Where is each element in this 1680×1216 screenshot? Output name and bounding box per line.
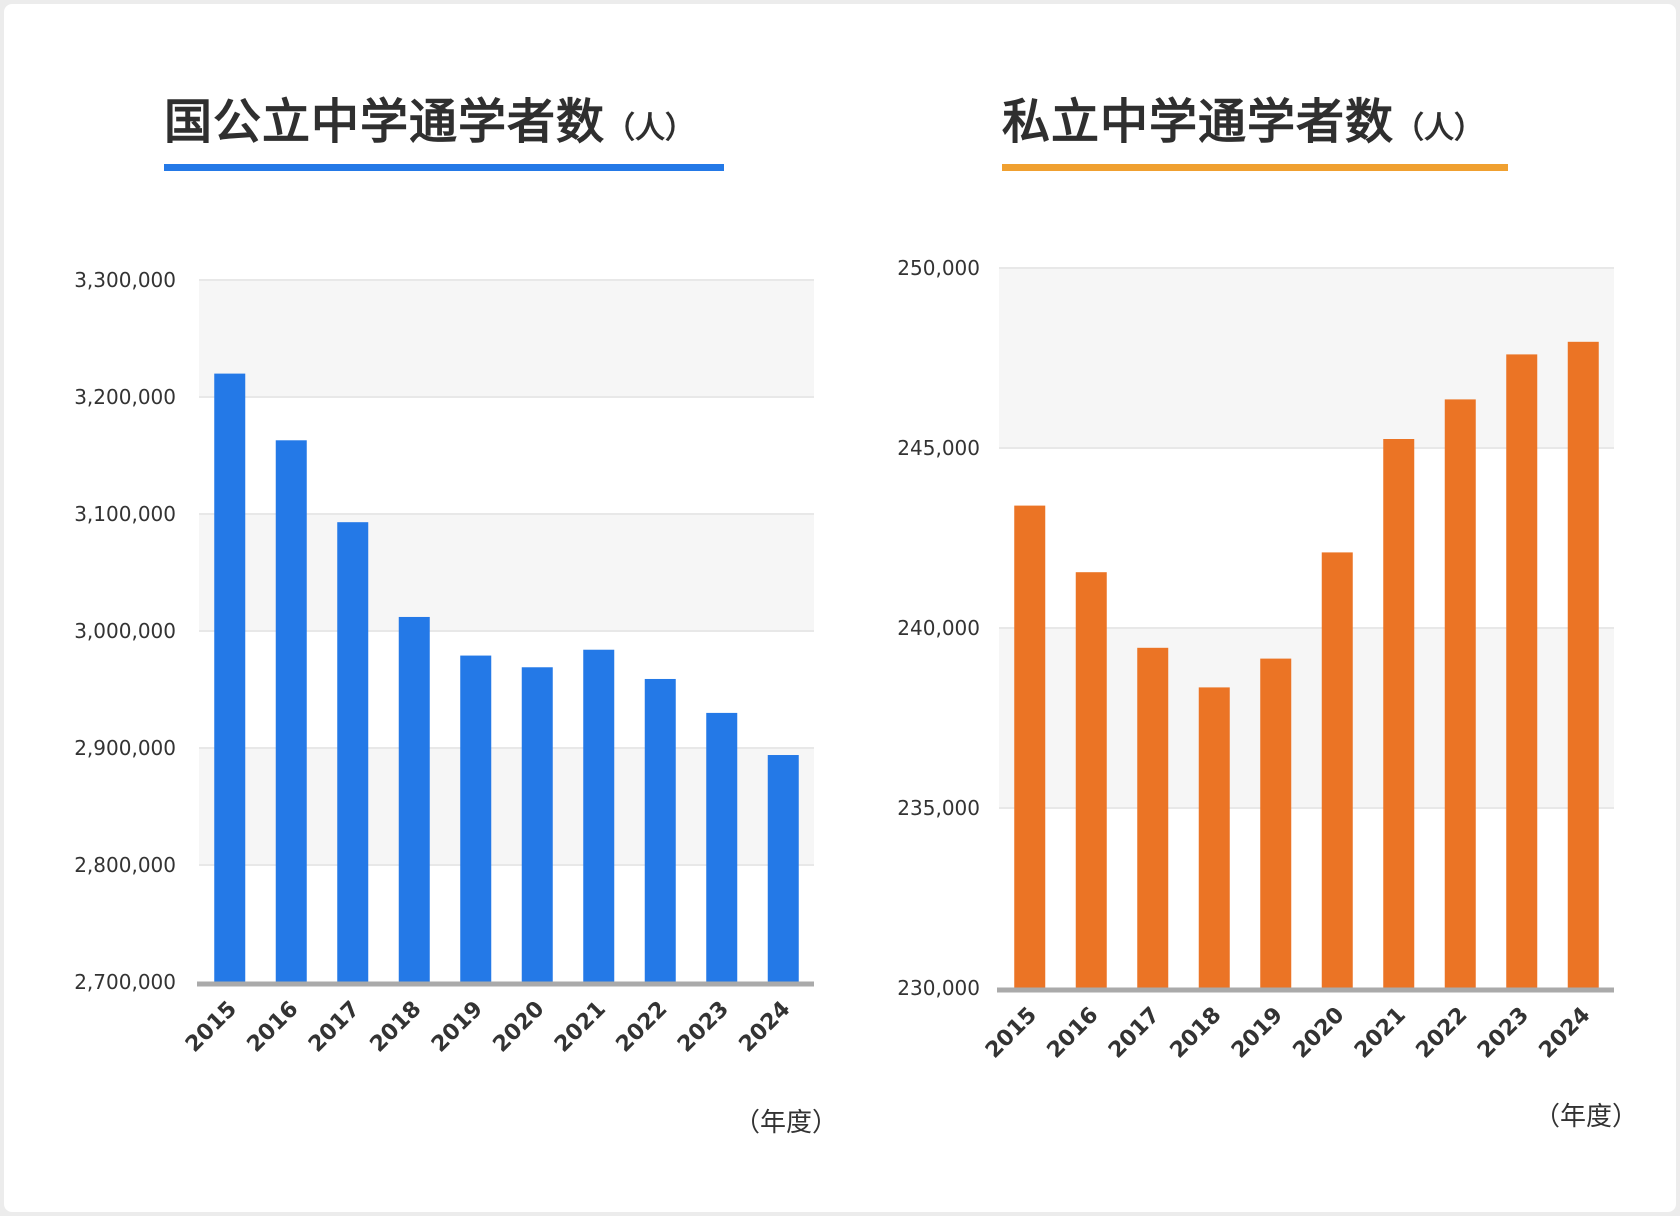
private-x-tick-label: 2024 (1535, 1003, 1596, 1064)
private-x-tick-label: 2023 (1473, 1003, 1534, 1064)
private-title-text: 私立中学通学者数 (1002, 94, 1395, 150)
public-grid-band (199, 280, 814, 397)
private-bar-2015 (1014, 505, 1046, 988)
private-bar-2021 (1383, 439, 1415, 988)
private-x-tick-label: 2016 (1043, 1003, 1104, 1064)
public-bar-2020 (521, 667, 553, 982)
public-bar-2021 (583, 649, 615, 982)
public-bar-2022 (644, 678, 676, 982)
private-x-tick-label: 2017 (1104, 1003, 1165, 1064)
private-y-tick-label: 245,000 (897, 436, 980, 460)
private-y-tick-label: 235,000 (897, 796, 980, 820)
private-x-axis-unit: （年度） (1534, 1102, 1639, 1132)
public-y-tick-label: 3,200,000 (74, 385, 176, 409)
public-title-underline (164, 164, 724, 171)
public-chart-plot: 2,700,000 2,800,000 2,900,000 3,000,000 3,10… (74, 268, 814, 1058)
public-bar-2015 (214, 373, 246, 983)
private-bar-2019 (1260, 658, 1292, 988)
public-bar-2019 (460, 655, 492, 982)
private-bar-2024 (1567, 341, 1599, 988)
private-bar-2022 (1444, 399, 1476, 988)
private-y-tick-label: 250,000 (897, 256, 980, 280)
public-bar-2016 (275, 440, 307, 982)
public-bar-2023 (706, 712, 738, 982)
public-bar-2018 (398, 616, 430, 982)
public-chart-title: 国公立中学通学者数（人） (164, 82, 695, 152)
private-title-unit: （人） (1394, 111, 1485, 146)
public-y-tick-label: 2,700,000 (74, 970, 176, 994)
private-y-tick-label: 240,000 (897, 616, 980, 640)
public-y-tick-label: 3,100,000 (74, 502, 176, 526)
public-y-tick-label: 3,000,000 (74, 619, 176, 643)
private-x-tick-label: 2019 (1227, 1003, 1288, 1064)
public-title-text: 国公立中学通学者数 (164, 94, 606, 150)
private-x-tick-label: 2022 (1412, 1003, 1473, 1064)
private-x-tick-label: 2020 (1289, 1003, 1350, 1064)
private-bar-2023 (1506, 354, 1538, 988)
private-x-tick-label: 2018 (1166, 1003, 1227, 1064)
public-x-axis-unit: （年度） (734, 1108, 839, 1138)
private-x-tick-label: 2021 (1350, 1003, 1411, 1064)
public-bar-2024 (767, 755, 799, 982)
private-title-underline (1002, 164, 1508, 171)
private-bar-2017 (1137, 647, 1169, 988)
public-y-tick-label: 2,900,000 (74, 736, 176, 760)
public-y-tick-label: 3,300,000 (74, 268, 176, 292)
private-bar-2020 (1321, 552, 1353, 988)
chart-card: 国公立中学通学者数（人） 2,700,000 2,800,000 2,900,000… (4, 4, 1676, 1212)
private-bar-2016 (1075, 572, 1107, 988)
private-x-tick-label: 2015 (981, 1003, 1042, 1064)
private-chart-title: 私立中学通学者数（人） (1002, 82, 1484, 152)
private-y-tick-label: 230,000 (897, 976, 980, 1000)
public-bar-2017 (337, 522, 369, 982)
public-y-tick-label: 2,800,000 (74, 853, 176, 877)
private-bar-2018 (1198, 687, 1230, 988)
public-title-unit: （人） (605, 111, 696, 146)
